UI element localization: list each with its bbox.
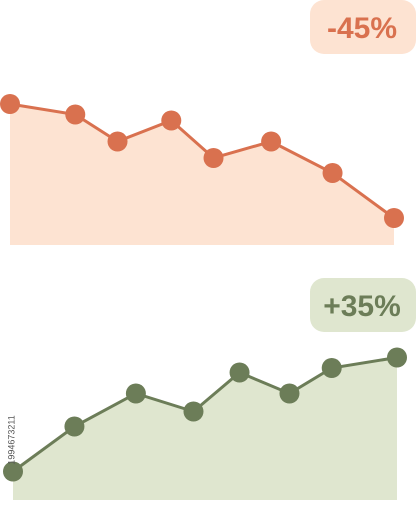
point — [0, 94, 20, 114]
point — [161, 110, 182, 131]
area-fill — [13, 357, 397, 500]
point — [107, 131, 128, 152]
point — [384, 208, 404, 228]
point — [387, 347, 407, 368]
point — [279, 383, 300, 404]
area-chart: -45% — [0, 0, 416, 245]
point — [64, 416, 85, 437]
point — [261, 131, 282, 152]
point — [321, 358, 342, 378]
badge — [310, 0, 416, 54]
badge — [310, 278, 416, 332]
area-chart: +35% — [3, 278, 416, 500]
area-fill — [10, 104, 394, 245]
watermark: 1994673211 — [6, 415, 16, 464]
point — [3, 461, 23, 482]
point — [322, 163, 343, 183]
change-label: -45% — [327, 12, 397, 45]
point — [183, 401, 204, 422]
point — [65, 104, 86, 125]
point — [125, 383, 146, 404]
point — [203, 148, 224, 168]
change-label: +35% — [323, 290, 401, 323]
point — [229, 362, 250, 383]
